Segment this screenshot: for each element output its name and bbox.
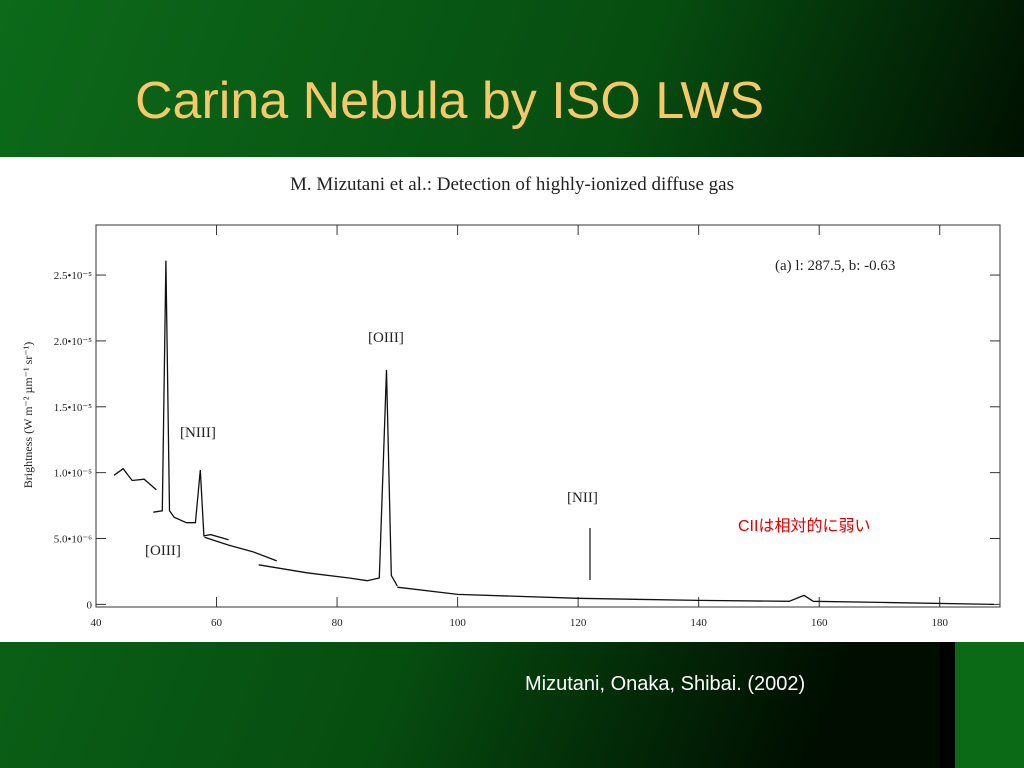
x-tick-label: 100 <box>449 617 466 629</box>
y-tick-label: 1.5•10⁻⁵ <box>54 402 92 414</box>
spectrum-line <box>397 586 995 606</box>
x-tick-label: 180 <box>931 617 948 629</box>
annotation: [NIII] <box>180 425 216 441</box>
x-tick-label: 80 <box>332 617 344 629</box>
spectrum-line <box>153 260 229 541</box>
caption: Mizutani, Onaka, Shibai. (2002) <box>525 673 805 695</box>
chart-title: M. Mizutani et al.: Detection of highly-… <box>290 174 734 195</box>
x-tick-label: 40 <box>91 617 103 629</box>
y-tick-label: 5.0•10⁻⁶ <box>54 534 92 546</box>
x-tick-label: 160 <box>811 617 828 629</box>
annotation: [OIII] <box>368 330 404 346</box>
y-tick-label: 2.0•10⁻⁵ <box>54 336 92 348</box>
plot-frame <box>95 224 1001 608</box>
chart-panel <box>0 157 1024 642</box>
y-tick-label: 1.0•10⁻⁵ <box>54 468 92 480</box>
annotation: [NII] <box>567 490 598 506</box>
annotation: CIIは相対的に弱い <box>738 517 870 535</box>
spectrum-line <box>258 369 398 587</box>
corner-green <box>955 642 1024 768</box>
slide-title: Carina Nebula by ISO LWS <box>135 72 764 130</box>
x-tick-label: 60 <box>211 617 223 629</box>
x-tick-label: 120 <box>570 617 587 629</box>
y-tick-label: 2.5•10⁻⁵ <box>54 270 92 282</box>
spectrum-line <box>204 536 278 562</box>
spectrum-line <box>113 467 157 491</box>
annotation: (a) l: 287.5, b: -0.63 <box>775 258 895 274</box>
x-tick-label: 140 <box>690 617 707 629</box>
annotation: [OIII] <box>145 543 181 559</box>
y-axis-label: Brightness (W m⁻² µm⁻¹ sr⁻¹) <box>21 342 35 488</box>
y-tick-label: 0 <box>87 599 93 611</box>
